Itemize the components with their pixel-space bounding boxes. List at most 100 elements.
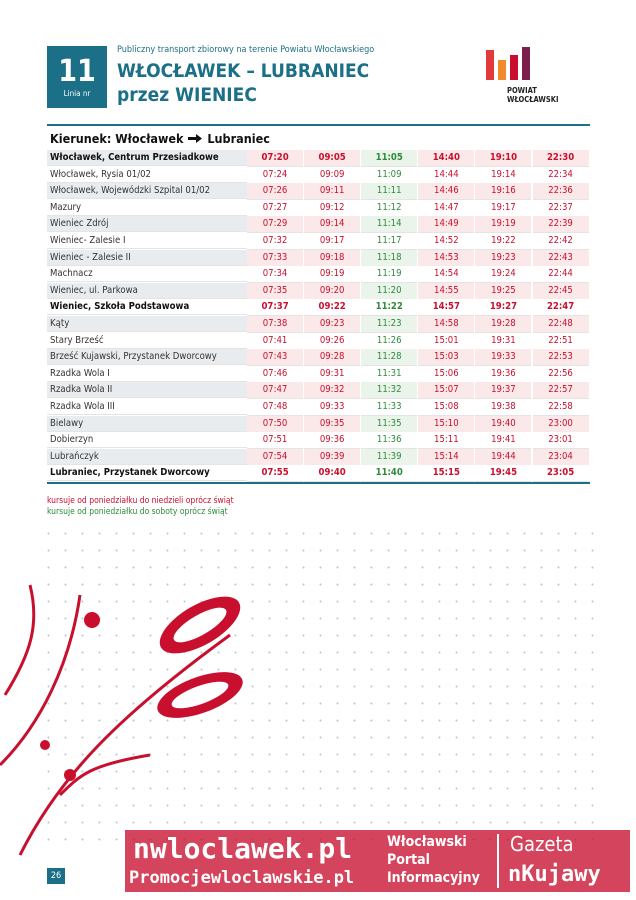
- departure-time: 19:14: [475, 166, 532, 184]
- stop-name: Machnacz: [47, 266, 247, 283]
- line-badge: 11 Linia nr: [47, 46, 107, 108]
- stop-name: Bielawy: [47, 415, 247, 432]
- departure-time: 11:35: [361, 415, 418, 433]
- departure-time: 19:27: [475, 299, 532, 317]
- departure-time: 22:47: [532, 299, 589, 317]
- portal-line: Włocławski: [387, 834, 467, 850]
- departure-time: 23:00: [532, 415, 589, 433]
- departure-time: 07:51: [247, 432, 304, 450]
- stop-name: Mazury: [47, 199, 247, 216]
- departure-time: 23:01: [532, 432, 589, 450]
- watermark: nwloclawek.pl Promocjewloclawskie.pl Wło…: [125, 830, 630, 892]
- departure-time: 07:38: [247, 316, 304, 333]
- departure-time: 07:29: [247, 216, 304, 234]
- departure-time: 07:46: [247, 365, 304, 383]
- departure-time: 22:57: [532, 382, 589, 400]
- departure-time: 07:55: [247, 465, 304, 483]
- departure-time: 14:49: [418, 216, 475, 234]
- departure-time: 15:01: [418, 332, 475, 350]
- departure-time: 15:14: [418, 448, 475, 466]
- watermark-site: Promocjewloclawskie.pl: [129, 868, 355, 888]
- legend: kursuje od poniedziałku do niedzieli opr…: [47, 496, 234, 518]
- direction-label: Kierunek: Włocławek: [50, 131, 184, 146]
- departure-time: 09:12: [304, 199, 361, 217]
- logo-line: WŁOCŁAWSKI: [507, 95, 559, 104]
- portal-line: Informacyjny: [387, 870, 480, 886]
- departure-time: 14:57: [418, 299, 475, 317]
- departure-time: 09:18: [304, 249, 361, 267]
- stop-name: Włocławek, Rysia 01/02: [47, 166, 247, 183]
- gazeta: Gazeta: [510, 832, 574, 856]
- direction: Kierunek: Włocławek Lubraniec: [50, 131, 270, 146]
- departure-time: 11:36: [361, 432, 418, 450]
- row: Stary Brześć 07:41 09:26 11:26 15:01 19:31 22:…: [47, 332, 590, 350]
- departure-time: 15:07: [418, 382, 475, 400]
- stop-name: Włocławek, Wojewódzki Szpital 01/02: [47, 183, 247, 200]
- departure-time: 07:37: [247, 299, 304, 317]
- departure-time: 22:53: [532, 349, 589, 367]
- row: Włocławek, Wojewódzki Szpital 01/02 07:26…: [47, 183, 590, 201]
- departure-time: 14:54: [418, 266, 475, 284]
- departure-time: 07:47: [247, 382, 304, 400]
- title-via: przez WIENIEC: [117, 84, 257, 106]
- table-rule: [47, 482, 590, 484]
- departure-time: 22:39: [532, 216, 589, 234]
- departure-time: 09:35: [304, 415, 361, 433]
- arrow: [188, 134, 203, 143]
- departure-time: 07:43: [247, 349, 304, 367]
- departure-time: 15:06: [418, 365, 475, 383]
- departure-time: 22:45: [532, 282, 589, 300]
- departure-time: 09:22: [304, 299, 361, 317]
- departure-time: 22:48: [532, 316, 589, 333]
- departure-time: 22:44: [532, 266, 589, 284]
- stop-name: Wieniec- Zalesie I: [47, 233, 247, 249]
- row: Lubraniec, Przystanek Dworcowy 07:55 09:40…: [47, 465, 590, 483]
- departure-time: 11:20: [361, 282, 418, 300]
- departure-time: 09:20: [304, 282, 361, 300]
- rule: [47, 124, 590, 126]
- departure-time: 11:39: [361, 448, 418, 466]
- departure-time: 14:52: [418, 233, 475, 250]
- departure-time: 19:25: [475, 282, 532, 300]
- departure-time: 19:19: [475, 216, 532, 234]
- row: Wieniec, ul. Parkowa 07:35 09:20 11:20 14:55…: [47, 282, 590, 300]
- departure-time: 22:56: [532, 365, 589, 383]
- departure-time: 07:41: [247, 332, 304, 350]
- row: Dobierzyn 07:51 09:36 11:36 15:11 19:41 23:01: [47, 432, 590, 450]
- row: Włocławek, Rysia 01/02 07:24 09:09 11:09 14:…: [47, 166, 590, 184]
- departure-time: 19:38: [475, 399, 532, 416]
- watermark-site: nwloclawek.pl: [133, 832, 353, 865]
- departure-time: 09:17: [304, 233, 361, 250]
- departure-time: 19:22: [475, 233, 532, 250]
- row: Wieniec- Zalesie I 07:32 09:17 11:17 14:52 19…: [47, 233, 590, 250]
- divider: [497, 834, 499, 888]
- stop-name: Wieniec Zdrój: [47, 216, 247, 233]
- departure-time: 22:51: [532, 332, 589, 350]
- departure-time: 14:40: [418, 150, 475, 167]
- departure-time: 11:11: [361, 183, 418, 201]
- departure-time: 11:40: [361, 465, 418, 483]
- departure-time: 14:47: [418, 199, 475, 217]
- row: Wieniec - Zalesie II 07:33 09:18 11:18 14:53…: [47, 249, 590, 267]
- departure-time: 11:05: [361, 150, 418, 167]
- departure-time: 22:34: [532, 166, 589, 184]
- departure-time: 09:32: [304, 382, 361, 400]
- departure-time: 07:26: [247, 183, 304, 201]
- legend-item: kursuje od poniedziałku do soboty oprócz…: [47, 507, 228, 517]
- departure-time: 07:35: [247, 282, 304, 300]
- departure-time: 19:17: [475, 199, 532, 217]
- subtitle: Publiczny transport zbiorowy na terenie …: [117, 45, 375, 55]
- logo: [486, 47, 530, 80]
- direction-destination: Lubraniec: [207, 131, 270, 146]
- departure-time: 09:26: [304, 332, 361, 350]
- stop-name: Stary Brześć: [47, 332, 247, 349]
- departure-time: 22:37: [532, 199, 589, 217]
- row: Rzadka Wola I 07:46 09:31 11:31 15:06 19:36 22…: [47, 365, 590, 383]
- departure-time: 19:40: [475, 415, 532, 433]
- departure-time: 07:33: [247, 249, 304, 267]
- stop-name: Włocławek, Centrum Przesiadkowe: [47, 150, 247, 166]
- row: Brześć Kujawski, Przystanek Dworcowy 07:4…: [47, 349, 590, 367]
- departure-time: 19:37: [475, 382, 532, 400]
- row: Rzadka Wola II 07:47 09:32 11:32 15:07 19:37 2…: [47, 382, 590, 400]
